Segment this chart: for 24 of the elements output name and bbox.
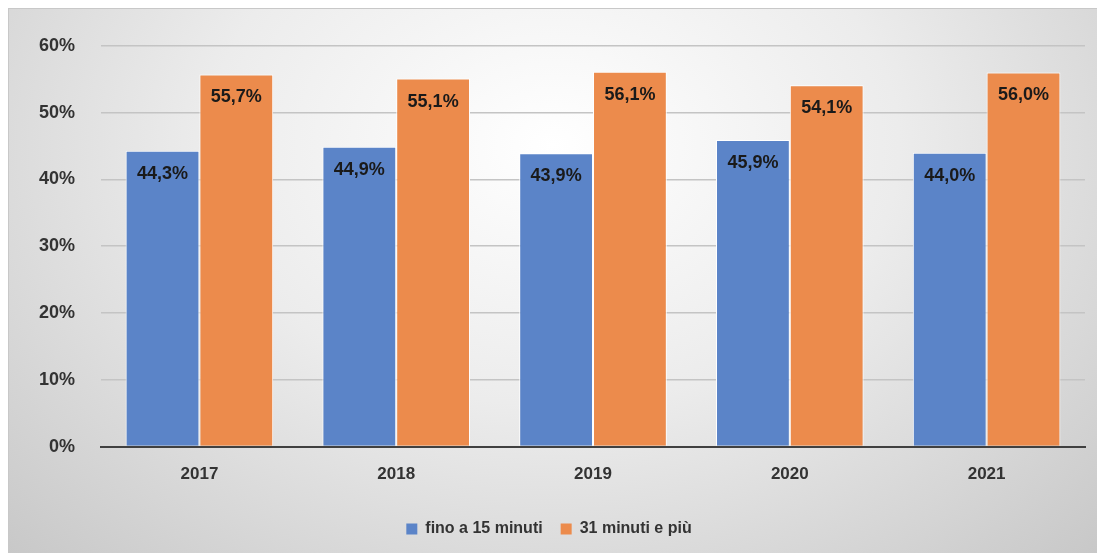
y-tick-label: 40% <box>39 168 76 189</box>
data-label: 45,9% <box>727 151 779 172</box>
legend-label: fino a 15 minuti <box>425 519 543 537</box>
data-label: 44,9% <box>333 158 385 179</box>
x-tick-label: 2019 <box>574 464 612 484</box>
legend-label: 31 minuti e più <box>579 519 692 537</box>
data-label: 55,7% <box>210 86 262 107</box>
x-tick-label: 2021 <box>967 464 1006 484</box>
data-label: 56,1% <box>604 83 656 104</box>
data-label: 44,3% <box>137 162 189 183</box>
data-label: 43,9% <box>530 165 582 186</box>
y-tick-label: 50% <box>39 101 76 122</box>
data-label: 56,0% <box>997 84 1050 105</box>
data-label: 55,1% <box>407 90 459 111</box>
y-tick-label: 10% <box>39 368 76 389</box>
x-tick-label: 2017 <box>180 464 219 484</box>
y-tick-label: 30% <box>39 235 76 256</box>
data-label: 44,0% <box>924 164 976 185</box>
y-tick-label: 20% <box>39 301 76 322</box>
y-tick-label: 0% <box>49 435 76 456</box>
x-tick-label: 2020 <box>770 464 809 484</box>
y-tick-label: 60% <box>39 34 76 55</box>
x-tick-label: 2018 <box>377 464 416 484</box>
data-label: 54,1% <box>801 97 853 118</box>
